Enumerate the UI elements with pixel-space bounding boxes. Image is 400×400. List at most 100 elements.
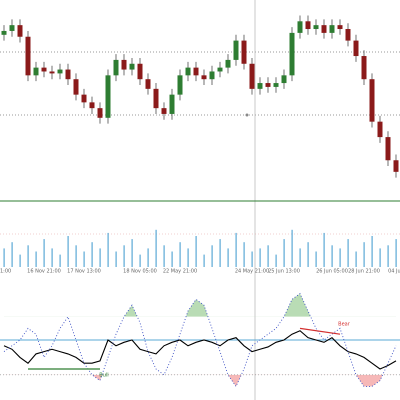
volume-bar: [115, 251, 117, 267]
volume-bar: [123, 245, 125, 267]
volume-bar: [275, 254, 277, 267]
volume-bar: [323, 232, 325, 267]
volume-bar: [155, 229, 157, 267]
candle-body: [113, 59, 119, 76]
x-tick-label: 21:00: [0, 269, 11, 275]
volume-bar: [91, 242, 93, 267]
candle-body: [177, 75, 183, 95]
divergence-label: Bear: [338, 322, 351, 328]
volume-bar: [11, 242, 13, 267]
candle-body: [9, 25, 15, 31]
volume-bar: [331, 245, 333, 267]
candle-body: [41, 67, 47, 72]
candle-body: [305, 21, 311, 30]
candle-body: [185, 67, 191, 76]
volume-bar: [379, 248, 381, 267]
volume-bar: [307, 242, 309, 267]
x-tick-label: 16 Nov 21:00: [27, 269, 61, 275]
overbought-fill: [4, 293, 396, 317]
candle-body: [385, 137, 391, 161]
volume-bar: [163, 245, 165, 267]
volume-bar: [315, 251, 317, 267]
candle-body: [81, 94, 87, 103]
candle-body: [17, 25, 23, 37]
volume-bar: [131, 239, 133, 267]
volume-bar: [139, 254, 141, 267]
divergence-line: [299, 327, 341, 335]
candle-body: [105, 75, 111, 118]
candle-body: [233, 40, 239, 60]
volume-bar: [179, 242, 181, 267]
x-tick-label: 04 Jun: [388, 269, 400, 275]
candle-body: [137, 63, 143, 80]
candle-body: [313, 25, 319, 30]
volume-bar: [211, 245, 213, 267]
volume-bar: [67, 236, 69, 267]
volume-bar: [187, 248, 189, 267]
candle-body: [257, 83, 263, 89]
candle-body: [289, 32, 295, 76]
candle-body: [201, 75, 207, 80]
candle-body: [249, 63, 255, 89]
volume-bar: [59, 254, 61, 267]
candle-body: [89, 102, 95, 109]
candle-body: [129, 63, 135, 70]
crosshair-dot: [245, 113, 249, 117]
candle-body: [161, 108, 167, 114]
volume-bar: [3, 248, 5, 267]
candle-body: [393, 160, 399, 172]
candle-body: [121, 59, 127, 70]
volume-bar: [363, 242, 365, 267]
candle-body: [225, 59, 231, 68]
candle-body: [169, 94, 175, 114]
volume-bar: [19, 254, 21, 267]
oscillator-line: [3, 330, 397, 370]
x-tick-label: 18 Nov 05:00: [123, 269, 157, 275]
candle-body: [25, 36, 31, 76]
x-tick-label: 22 May 21:00: [163, 269, 197, 275]
volume-bar: [291, 229, 293, 267]
volume-bar: [203, 254, 205, 267]
candle-body: [49, 71, 55, 74]
volume-bar: [27, 245, 29, 267]
volume-bar: [243, 242, 245, 267]
volume-bar: [395, 239, 397, 267]
candle-body: [241, 40, 247, 64]
volume-bar: [339, 248, 341, 267]
volume-bar: [107, 232, 109, 267]
candle-body: [65, 69, 71, 80]
x-tick-label: 17 Nov 13:00: [67, 269, 101, 275]
candle-body: [33, 67, 39, 76]
volume-bar: [219, 239, 221, 267]
volume-bar: [75, 245, 77, 267]
candle-body: [321, 25, 327, 33]
volume-bar: [251, 251, 253, 267]
candle-body: [153, 88, 159, 109]
volume-bar: [43, 239, 45, 267]
candle-body: [273, 83, 279, 87]
candle-body: [97, 108, 103, 118]
volume-bar: [235, 232, 237, 267]
volume-bar: [347, 239, 349, 267]
volume-bar: [51, 248, 53, 267]
x-tick-label: 24 May 21:00: [235, 269, 269, 275]
x-tick-label: 26 Jun 05:00: [316, 269, 348, 275]
volume-bar: [147, 248, 149, 267]
volume-bar: [171, 251, 173, 267]
volume-bar: [195, 236, 197, 267]
candle-body: [353, 40, 359, 57]
volume-bar: [99, 248, 101, 267]
candle-body: [193, 67, 199, 76]
volume-bar: [283, 239, 285, 267]
candle-body: [1, 30, 7, 35]
candle-body: [209, 71, 215, 80]
volume-bar: [259, 248, 261, 267]
candle-body: [57, 69, 63, 74]
candle-body: [377, 121, 383, 138]
candle-body: [337, 25, 343, 30]
x-tick-label: 28 Jun 21:00: [348, 269, 380, 275]
candle-body: [281, 75, 287, 84]
candle-body: [217, 67, 223, 72]
candle-body: [361, 56, 367, 80]
